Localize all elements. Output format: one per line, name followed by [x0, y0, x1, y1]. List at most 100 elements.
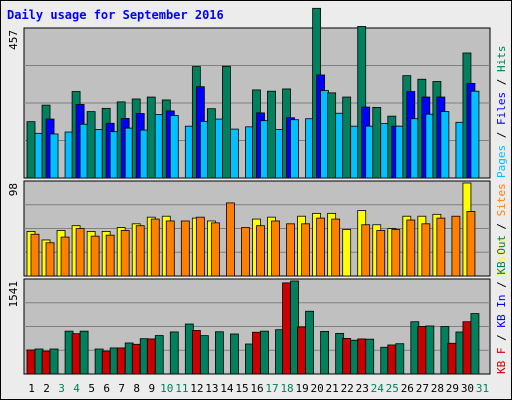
panel-hits-max-label: 457	[7, 30, 20, 50]
bar-kbytes-kb-out-day-20	[320, 330, 330, 375]
bar-hits-hits-day-5	[86, 111, 96, 179]
x-tick-label-day-15: 15	[235, 382, 248, 395]
x-tick-label-day-4: 4	[73, 382, 80, 395]
bar-hits-pages-day-10	[169, 115, 179, 179]
bar-kbytes-kb-out-day-13	[214, 331, 224, 375]
panel-visits-legend-item: Sites	[495, 183, 508, 216]
panel-kbytes-legend-item: KB In	[495, 295, 508, 328]
bar-hits-hits-day-21	[327, 92, 337, 179]
bar-visits-sites-day-17	[271, 220, 280, 277]
x-tick-label-day-19: 19	[295, 382, 308, 395]
bar-visits-sites-day-5	[90, 235, 100, 277]
bar-visits-sites-day-21	[331, 218, 341, 277]
bar-kbytes-kb-f-day-6	[101, 350, 111, 375]
bar-visits-visits-day-22	[342, 229, 352, 277]
bar-kbytes-kb-out-day-9	[154, 335, 164, 375]
bar-visits-sites-day-1	[30, 233, 40, 277]
bar-kbytes-kb-f-day-4	[71, 333, 81, 375]
x-tick-label-day-6: 6	[103, 382, 110, 395]
bar-kbytes-kb-f-day-7	[116, 347, 126, 375]
bar-visits-sites-day-20	[316, 217, 326, 277]
bar-visits-sites-day-30	[466, 211, 476, 277]
x-tick-label-day-24: 24	[371, 382, 385, 395]
bar-kbytes-kb-f-day-12	[191, 330, 201, 375]
bar-visits-sites-day-25	[391, 229, 401, 277]
bar-visits-sites-day-16	[256, 225, 265, 277]
x-tick-label-day-27: 27	[416, 382, 429, 395]
panel-visits: 98 Visits / Sites	[7, 180, 508, 277]
bar-hits-hits-day-14	[222, 65, 231, 179]
bar-kbytes-kb-f-day-8	[131, 343, 141, 375]
bar-hits-pages-day-14	[230, 128, 239, 179]
bar-kbytes-kb-f-day-2	[41, 350, 51, 375]
bar-kbytes-kb-out-day-14	[230, 333, 239, 375]
bar-visits-sites-day-27	[421, 223, 431, 277]
x-tick-label-day-23: 23	[356, 382, 369, 395]
x-tick-label-day-11: 11	[175, 382, 188, 395]
bar-visits-sites-day-13	[210, 222, 220, 277]
bar-hits-pages-day-2	[49, 133, 59, 179]
panel-visits-max-label: 98	[7, 183, 20, 196]
bar-visits-sites-day-10	[165, 220, 175, 277]
panel-hits-legend: Pages / Files / Hits	[495, 46, 508, 179]
bar-visits-sites-day-4	[75, 228, 85, 277]
bar-visits-sites-day-29	[451, 215, 461, 277]
x-tick-label-day-20: 20	[311, 382, 324, 395]
panel-visits-legend-item: /	[495, 216, 508, 236]
bar-kbytes-kb-out-day-27	[425, 325, 435, 375]
x-tick-label-day-31: 31	[476, 382, 489, 395]
panel-hits-legend-item: Pages	[495, 145, 508, 178]
bar-kbytes-kb-out-day-19	[305, 310, 314, 375]
panel-hits-legend-item: Files	[495, 92, 508, 125]
bar-kbytes-kb-f-day-16	[252, 331, 261, 375]
bar-visits-sites-day-14	[226, 202, 235, 277]
bar-hits-hits-day-13	[206, 108, 216, 179]
bar-kbytes-kb-out-day-10	[169, 331, 179, 375]
x-tick-label-day-13: 13	[205, 382, 218, 395]
x-tick-label-day-16: 16	[250, 382, 263, 395]
x-tick-label-day-26: 26	[401, 382, 414, 395]
bar-visits-sites-day-12	[195, 216, 205, 277]
x-tick-label-day-3: 3	[58, 382, 65, 395]
bar-kbytes-kb-out-day-30	[470, 313, 480, 375]
bar-hits-hits-day-9	[146, 96, 156, 179]
x-tick-label-day-9: 9	[148, 382, 155, 395]
x-tick-label-day-29: 29	[446, 382, 459, 395]
panel-kbytes: 1541 KB F / KB In / KB Out	[7, 235, 508, 375]
bar-kbytes-kb-f-day-27	[417, 326, 427, 375]
panel-visits-legend-item: Visits	[495, 236, 508, 276]
bar-hits-hits-day-24	[372, 107, 382, 179]
bar-kbytes-kb-f-day-23	[357, 338, 367, 375]
bar-kbytes-kb-out-day-2	[49, 348, 59, 375]
chart-title: Daily usage for September 2016	[7, 8, 224, 22]
bar-kbytes-kb-f-day-22	[342, 338, 352, 375]
bar-kbytes-kb-out-day-12	[199, 335, 209, 375]
panel-visits-legend: Visits / Sites	[495, 183, 508, 276]
bar-kbytes-kb-f-day-1	[26, 349, 36, 375]
x-tick-label-day-12: 12	[190, 382, 203, 395]
panel-hits-legend-item: /	[495, 125, 508, 145]
bar-visits-sites-day-15	[241, 227, 250, 277]
x-tick-label-day-17: 17	[265, 382, 278, 395]
x-tick-label-day-22: 22	[341, 382, 354, 395]
bar-visits-sites-day-6	[105, 234, 115, 277]
bar-visits-sites-day-8	[135, 225, 145, 277]
bar-hits-pages-day-28	[440, 111, 450, 179]
bar-visits-sites-day-9	[150, 218, 160, 277]
x-tick-label-day-10: 10	[160, 382, 173, 395]
bar-visits-sites-day-2	[45, 242, 55, 277]
bar-hits-hits-day-22	[342, 96, 352, 179]
bar-kbytes-kb-f-day-9	[146, 338, 156, 375]
panel-hits-legend-item: /	[495, 72, 508, 92]
panel-kbytes-legend: KB F / KB In / KB Out	[495, 235, 508, 374]
panel-hits: 457 Pages / Files / Hits	[7, 7, 508, 179]
x-tick-label-day-1: 1	[28, 382, 35, 395]
panel-kbytes-legend-item: KB F	[495, 348, 508, 375]
x-tick-label-day-18: 18	[280, 382, 293, 395]
bar-kbytes-kb-f-day-29	[447, 342, 457, 375]
bar-kbytes-kb-out-day-4	[79, 330, 89, 375]
x-tick-label-day-5: 5	[88, 382, 95, 395]
bar-kbytes-kb-out-day-25	[395, 343, 405, 375]
x-tick-label-day-30: 30	[461, 382, 474, 395]
